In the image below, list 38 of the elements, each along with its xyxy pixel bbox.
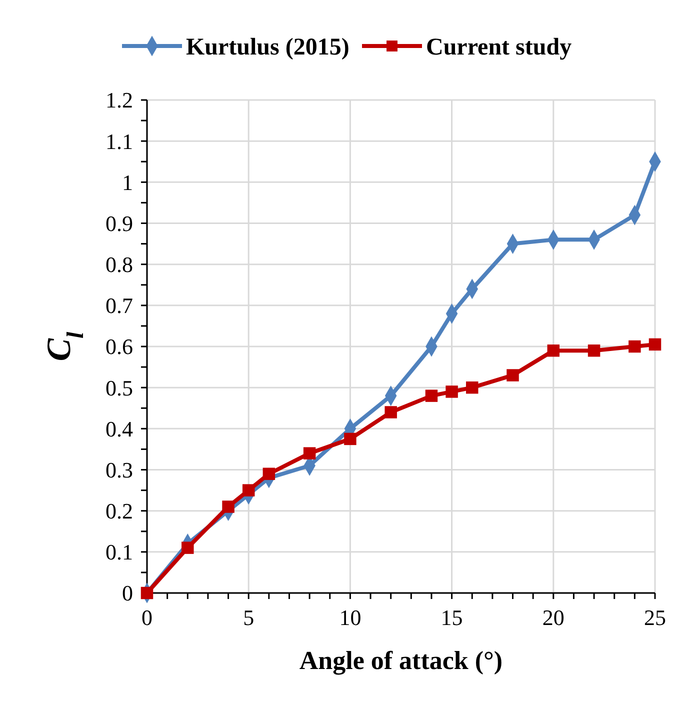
point	[547, 344, 560, 357]
point	[446, 386, 458, 398]
legend-label: Kurtulus (2015)	[186, 34, 350, 60]
point	[222, 500, 234, 513]
point	[648, 338, 662, 351]
point	[628, 340, 641, 353]
y-tick-label: 0.4	[106, 416, 133, 442]
x-tick-label: 10	[339, 605, 362, 630]
point	[344, 432, 356, 446]
y-tick-label: 0.3	[106, 457, 133, 482]
point	[303, 447, 316, 460]
y-tick-label: 0	[122, 580, 133, 606]
x-axis-title: Angle of attack (°)	[299, 646, 503, 675]
x-tick-label: 25	[644, 605, 666, 630]
legend-label: Current study	[426, 34, 572, 60]
point	[262, 468, 276, 480]
y-tick-label: 1.1	[106, 128, 133, 154]
y-tick-label: 0.1	[106, 540, 133, 565]
y-tick-label: 0.6	[106, 334, 133, 360]
point	[466, 381, 478, 394]
y-tick-label: 0.7	[106, 293, 133, 318]
point	[242, 484, 255, 496]
y-tick-label: 0.9	[106, 210, 133, 236]
x-tick-label: 20	[542, 605, 564, 630]
x-tick-label: 5	[243, 605, 254, 630]
y-tick-label: 0.5	[106, 375, 133, 400]
point	[140, 586, 154, 600]
y-tick-label: 1.2	[106, 88, 133, 113]
x-tick-label: 0	[142, 605, 152, 630]
point	[182, 542, 194, 554]
point	[506, 369, 519, 382]
point	[425, 390, 438, 402]
y-tick-label: 0.2	[106, 498, 133, 524]
x-tick-label: 15	[440, 605, 463, 630]
point	[588, 344, 600, 357]
y-tick-label: 0.8	[106, 252, 133, 278]
y-tick-label: 1	[122, 170, 133, 195]
point	[384, 406, 397, 418]
